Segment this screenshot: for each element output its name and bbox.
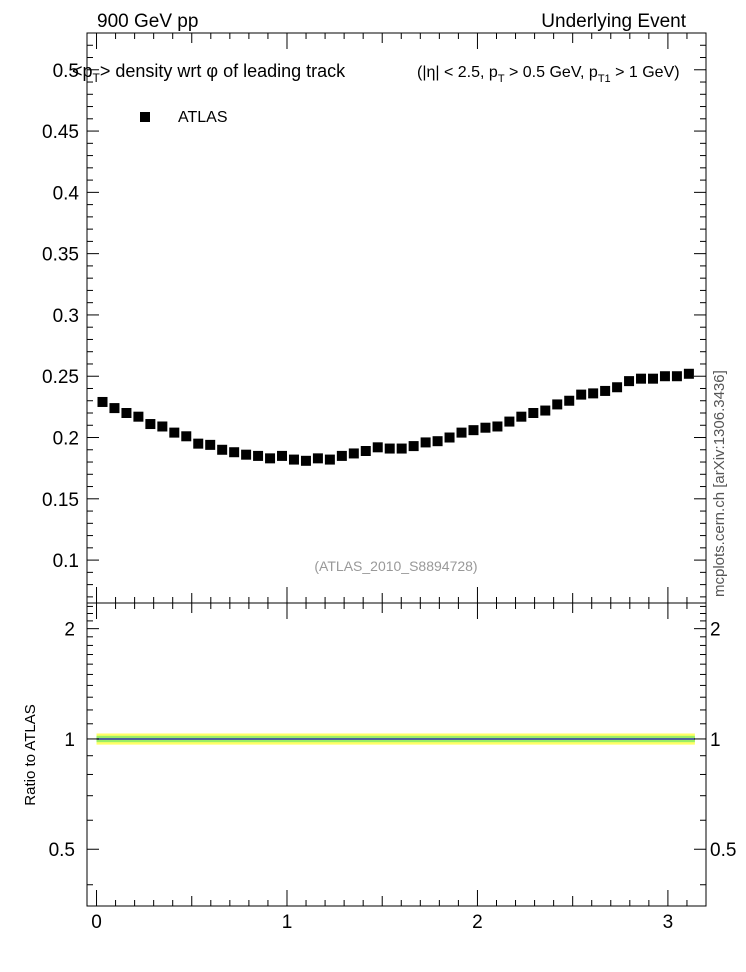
data-point (444, 432, 455, 443)
data-point (253, 450, 264, 461)
ratio-y-tick-label-right: 1 (710, 730, 721, 751)
data-point (624, 376, 635, 387)
title-pre: <p (72, 61, 93, 81)
main-x-ticks (96, 33, 707, 603)
cuts-s2: T1 (598, 73, 611, 85)
cuts-t1: (|η| < 2.5, p (417, 64, 498, 81)
ratio-y-tick-label: 0.5 (49, 840, 75, 861)
main-y-tick-label: 0.35 (42, 245, 79, 266)
data-point (576, 389, 587, 400)
cuts-t3: > 1 GeV) (611, 64, 680, 81)
data-point (671, 371, 682, 382)
data-point (324, 454, 335, 465)
plot-title: <pT> density wrt φ of leading track (72, 61, 346, 85)
header-left: 900 GeV pp (97, 11, 198, 32)
ratio-y-label: Ratio to ATLAS (22, 704, 39, 805)
ratio-y-ticks: 0.5 0.5 1 1 2 2 (49, 605, 736, 886)
data-point (492, 421, 503, 432)
main-y-tick-label: 0.1 (53, 551, 79, 572)
data-point (217, 444, 228, 455)
main-y-ticks: 0.1 0.15 0.2 0.25 0.3 0.35 0.4 0.45 0.5 (42, 44, 706, 598)
data-point (552, 399, 563, 410)
data-point (360, 446, 371, 456)
data-point (277, 450, 288, 461)
data-point (588, 388, 599, 399)
data-point (480, 422, 491, 433)
ratio-panel: 0.5 0.5 1 1 2 2 0 1 2 3 Ratio to ATLAS (22, 602, 736, 933)
main-panel: 0.10.150.20.250.30.350.40.450.5 <pT> den… (42, 32, 707, 604)
data-point (181, 431, 192, 442)
data-point (384, 443, 395, 454)
main-y-tick-label: 0.5 (53, 61, 79, 82)
main-y-tick-label: 0.15 (42, 490, 79, 511)
data-point (169, 427, 180, 438)
data-point (456, 427, 467, 438)
data-point (540, 405, 551, 416)
data-point (528, 408, 539, 418)
title-sub: T (93, 71, 101, 85)
data-point (612, 382, 623, 393)
data-point (265, 453, 276, 464)
ratio-x-tick-label: 0 (91, 912, 102, 933)
ratio-bands (96, 733, 695, 745)
data-points (97, 368, 694, 466)
data-point (659, 371, 670, 382)
data-point (109, 403, 120, 414)
data-point (468, 425, 479, 436)
ratio-x-tick-label: 1 (282, 912, 293, 933)
data-point (408, 441, 419, 452)
data-point (372, 442, 383, 453)
data-point (600, 385, 611, 396)
data-point (241, 449, 252, 460)
ratio-x-tick-label: 3 (663, 912, 674, 933)
ratio-y-tick-label-right: 2 (710, 620, 721, 641)
side-label: mcplots.cern.ch [arXiv:1306.3436] (711, 370, 728, 597)
legend-label-atlas: ATLAS (178, 109, 228, 126)
main-y-tick-label: 0.3 (53, 306, 79, 327)
data-point (564, 395, 575, 406)
title-mid: > density wrt φ of leading track (100, 61, 346, 81)
data-point (396, 443, 407, 454)
data-point (193, 438, 204, 449)
ratio-y-tick-label: 2 (64, 620, 75, 641)
data-point (300, 455, 311, 466)
data-point (157, 421, 168, 432)
cuts-s1: T (498, 73, 505, 85)
main-y-tick-label: 0.2 (53, 429, 79, 450)
data-point (336, 450, 347, 461)
data-point (683, 368, 694, 379)
data-point (647, 373, 658, 384)
data-point (121, 408, 132, 418)
ratio-plot-frame (86, 602, 707, 907)
main-y-tick-label: 0.45 (42, 122, 79, 143)
data-point (133, 411, 144, 422)
header-right: Underlying Event (541, 11, 686, 32)
data-point (420, 437, 431, 448)
data-point (516, 411, 527, 422)
data-point (636, 373, 647, 384)
analysis-annotation: (ATLAS_2010_S8894728) (314, 558, 477, 574)
data-point (348, 448, 359, 459)
data-point (145, 419, 156, 430)
ratio-y-tick-label-right: 0.5 (710, 840, 736, 861)
data-point (504, 416, 515, 427)
main-y-tick-label: 0.25 (42, 367, 79, 388)
data-point (229, 447, 240, 458)
ratio-x-ticks: 0 1 2 3 (91, 603, 707, 933)
ratio-y-tick-label: 1 (64, 730, 75, 751)
ratio-x-tick-label: 2 (472, 912, 483, 933)
data-point (288, 454, 299, 465)
data-point (432, 436, 443, 447)
data-point (97, 396, 108, 407)
legend-marker-atlas (140, 112, 150, 122)
data-point (312, 453, 323, 464)
main-y-tick-label: 0.4 (53, 183, 80, 204)
plot-cuts: (|η| < 2.5, pT > 0.5 GeV, pT1 > 1 GeV) (417, 64, 680, 85)
cuts-t2: > 0.5 GeV, p (505, 64, 598, 81)
data-point (205, 439, 216, 450)
